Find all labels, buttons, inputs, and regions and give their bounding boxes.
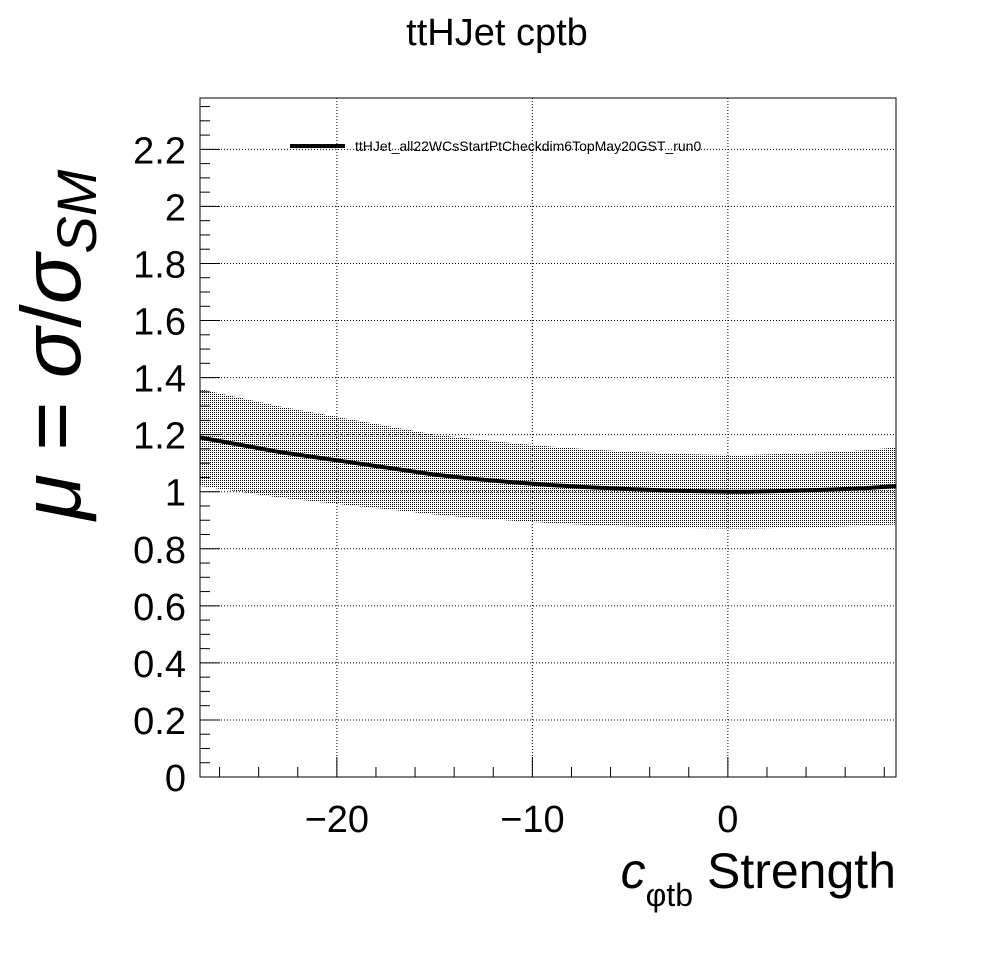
legend: ttHJet_all22WCsStartPtCheckdim6TopMay20G… — [290, 138, 701, 154]
uncertainty-band-area — [200, 389, 896, 529]
y-tick-label: 2.2 — [133, 130, 186, 172]
y-axis-label-mu: μ — [4, 474, 98, 522]
y-tick-label: 0.4 — [133, 644, 186, 686]
legend-entry-label: ttHJet_all22WCsStartPtCheckdim6TopMay20G… — [355, 138, 701, 154]
y-axis-label-sigma: σ — [4, 324, 98, 378]
axis-ticks — [200, 106, 885, 778]
x-axis-label: cφtb Strength — [621, 843, 896, 913]
x-tick-label: −10 — [500, 799, 564, 841]
y-tick-label: 1.2 — [133, 416, 186, 458]
y-axis-label-equals: = — [4, 378, 98, 474]
chart-title: ttHJet cptb — [406, 12, 588, 54]
y-tick-label: 1.4 — [133, 359, 186, 401]
series-lines — [199, 435, 897, 494]
series-line — [199, 435, 897, 494]
x-axis-label-text: Strength — [693, 843, 896, 899]
y-tick-label: 0.8 — [133, 530, 186, 572]
y-tick-label: 0.2 — [133, 701, 186, 743]
plot-frame — [199, 97, 897, 778]
x-axis-label-symbol: c — [621, 843, 646, 899]
tick-labels: 0 0.2 0.4 0.6 0.8 1 1.2 1.4 1.6 1.8 2 2.2 −20 −10 0 — [133, 130, 738, 841]
y-tick-label: 0.6 — [133, 587, 186, 629]
x-tick-label: 0 — [717, 799, 738, 841]
y-axis-label-slash: / — [4, 304, 98, 328]
y-axis-label-sigma-sm: σ — [4, 250, 98, 304]
y-tick-label: 1.6 — [133, 302, 186, 344]
x-axis-label-subscript: φtb — [646, 877, 693, 913]
y-tick-label: 1.8 — [133, 244, 186, 286]
uncertainty-band — [200, 389, 896, 529]
y-tick-label: 1 — [165, 473, 186, 515]
y-tick-label: 0 — [165, 758, 186, 800]
y-tick-label: 2 — [165, 187, 186, 229]
x-tick-label: −20 — [305, 799, 369, 841]
y-axis-label-subscript: SM — [45, 169, 108, 253]
y-axis-label: μ = σ/σSM — [4, 169, 108, 522]
